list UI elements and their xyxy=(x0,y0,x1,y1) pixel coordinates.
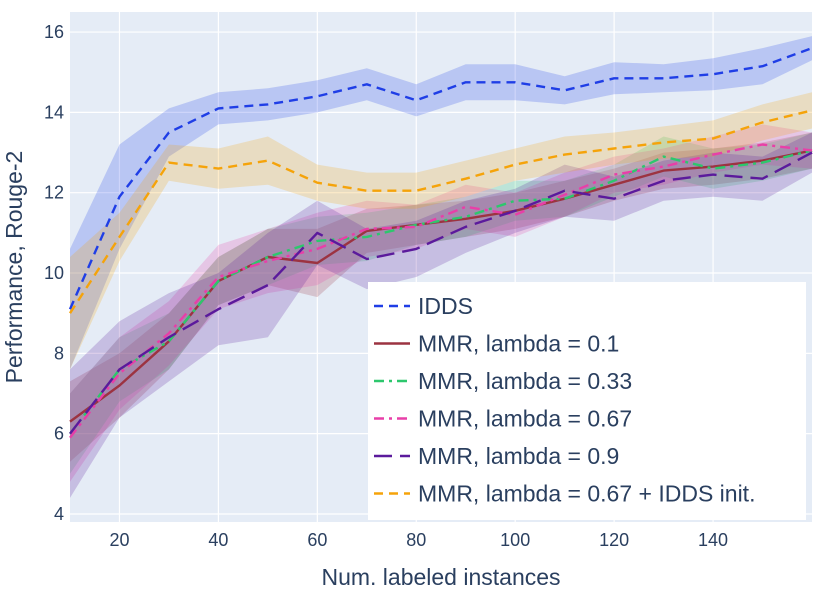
line-series-3 xyxy=(69,149,813,435)
y-tick-label: 16 xyxy=(44,22,64,42)
band-series-4 xyxy=(70,124,812,482)
x-axis-title: Num. labeled instances xyxy=(321,564,560,590)
line-series-5 xyxy=(69,151,813,435)
y-axis-ticks: 4 6 8 10 12 14 16 xyxy=(44,22,64,524)
y-tick-label: 8 xyxy=(54,343,64,363)
x-tick-label: 20 xyxy=(109,530,129,550)
legend-background xyxy=(368,282,806,520)
y-axis-title: Performance, Rouge-2 xyxy=(1,151,27,384)
legend: IDDS MMR, lambda = 0.1 MMR, lambda = 0.33 M… xyxy=(368,282,806,520)
band-series-3 xyxy=(70,132,812,474)
band-series-1 xyxy=(70,36,812,370)
legend-label-3: MMR, lambda = 0.33 xyxy=(418,368,632,394)
confidence-bands xyxy=(70,36,812,498)
y-tick-label: 12 xyxy=(44,183,64,203)
x-tick-label: 60 xyxy=(307,530,327,550)
y-tick-label: 10 xyxy=(44,263,64,283)
band-series-5 xyxy=(70,132,812,498)
legend-label-4: MMR, lambda = 0.67 xyxy=(418,406,632,432)
band-series-2 xyxy=(70,132,812,462)
x-axis-ticks: 20 40 60 80 100 120 140 xyxy=(109,530,728,550)
x-tick-label: 80 xyxy=(406,530,426,550)
x-tick-label: 40 xyxy=(208,530,228,550)
legend-label-6: MMR, lambda = 0.67 + IDDS init. xyxy=(418,481,755,507)
line-series-6 xyxy=(68,109,813,314)
x-tick-label: 100 xyxy=(500,530,530,550)
legend-label-5: MMR, lambda = 0.9 xyxy=(418,443,619,469)
y-tick-label: 4 xyxy=(54,504,64,524)
line-series-1 xyxy=(68,46,813,310)
x-tick-label: 140 xyxy=(698,530,728,550)
legend-label-1: IDDS xyxy=(418,293,473,319)
x-tick-label: 120 xyxy=(599,530,629,550)
y-tick-label: 14 xyxy=(44,102,64,122)
band-series-6 xyxy=(70,92,812,370)
y-tick-label: 6 xyxy=(54,424,64,444)
legend-label-2: MMR, lambda = 0.1 xyxy=(418,331,619,357)
line-series-4 xyxy=(69,143,813,439)
series-lines xyxy=(68,46,813,439)
